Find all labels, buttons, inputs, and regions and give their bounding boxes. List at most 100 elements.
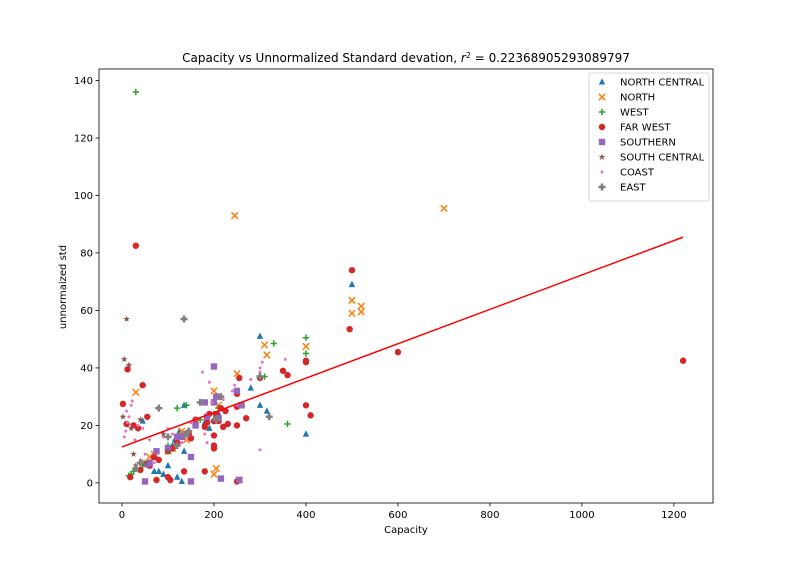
data-point [283, 357, 287, 361]
data-point [206, 424, 213, 431]
data-point [167, 476, 174, 484]
data-point [233, 387, 241, 395]
data-point [215, 415, 222, 422]
data-point [164, 447, 172, 455]
legend-marker [598, 138, 606, 146]
legend-label: NORTH [620, 93, 655, 104]
data-point [178, 477, 185, 485]
data-point [125, 361, 133, 368]
legend-marker [598, 183, 606, 191]
data-point [129, 403, 133, 407]
data-point [180, 468, 188, 475]
data-point [236, 476, 243, 484]
data-point [210, 432, 218, 439]
y-tick-label: 40 [80, 363, 93, 374]
data-point [178, 433, 185, 441]
data-point [155, 467, 162, 474]
data-point [170, 432, 175, 436]
data-point [120, 355, 128, 363]
data-point [210, 387, 218, 395]
y-axis: 0 20 40 60 80 100 120 140 [74, 76, 99, 489]
data-point [132, 242, 139, 249]
legend-label: SOUTH CENTRAL [620, 153, 705, 164]
y-tick-label: 20 [80, 421, 93, 432]
data-point [127, 473, 134, 481]
data-point [236, 374, 243, 382]
data-point [256, 373, 264, 381]
legend-marker [598, 153, 606, 160]
data-point [161, 435, 166, 439]
x-tick-label: 800 [480, 510, 499, 521]
data-point [134, 425, 142, 432]
data-point [233, 422, 241, 429]
data-point [130, 399, 134, 403]
data-point [201, 468, 208, 475]
data-point [155, 456, 162, 464]
data-point [119, 413, 127, 420]
legend-item: NORTH [598, 93, 655, 104]
legend-label: SOUTHERN [620, 138, 676, 149]
data-point [136, 459, 144, 467]
data-point [173, 441, 181, 450]
y-axis-label: unnormaized std [58, 245, 69, 329]
data-point [139, 381, 146, 389]
data-point [270, 340, 277, 347]
data-point [205, 440, 209, 445]
series-southern [141, 363, 245, 485]
data-point [679, 357, 687, 364]
data-point [394, 348, 402, 356]
data-point [180, 447, 188, 454]
regression-line [121, 236, 684, 448]
x-axis: 0 200 400 600 800 1000 1200 [119, 503, 687, 521]
data-point [258, 448, 262, 452]
data-point [137, 416, 144, 423]
legend-item: SOUTH CENTRAL [598, 153, 705, 164]
y-tick-label: 80 [80, 248, 93, 259]
data-point [260, 360, 264, 364]
data-point [203, 419, 211, 426]
data-point [230, 211, 239, 220]
legend-marker [600, 170, 604, 174]
data-point [182, 430, 190, 438]
legend-label: NORTH CENTRAL [620, 78, 705, 89]
data-point [183, 402, 190, 409]
data-point [145, 453, 154, 461]
data-point [357, 302, 365, 310]
plot-frame [98, 68, 714, 504]
data-point [173, 404, 181, 412]
data-point [155, 404, 163, 412]
data-point [153, 448, 160, 455]
data-point [256, 401, 264, 408]
data-point [127, 424, 135, 432]
data-point [187, 453, 195, 461]
data-point [144, 413, 151, 420]
legend-item: WEST [598, 108, 650, 119]
data-point [265, 413, 273, 421]
data-point [212, 464, 221, 473]
data-point [302, 350, 310, 357]
y-tick-label: 0 [87, 478, 93, 489]
data-point [152, 461, 156, 465]
data-point [210, 442, 218, 449]
data-point [217, 475, 225, 482]
data-point [201, 399, 208, 406]
data-point [173, 473, 181, 480]
data-point [302, 334, 310, 341]
data-point [210, 399, 218, 406]
legend-marker [598, 78, 606, 85]
data-point [212, 416, 220, 424]
data-point [122, 435, 126, 439]
y-tick-label: 140 [74, 76, 93, 87]
data-point [210, 470, 218, 478]
data-point [173, 433, 181, 441]
data-point [141, 459, 149, 466]
legend-item: SOUTHERN [598, 138, 676, 149]
chart-title: Capacity vs Unnormalized Standard devati… [182, 51, 630, 66]
data-point [263, 351, 271, 359]
data-point [302, 430, 310, 437]
data-point [136, 423, 140, 427]
data-point [147, 438, 152, 442]
legend-label: COAST [620, 168, 655, 179]
legend-label: WEST [620, 108, 650, 119]
data-point [133, 438, 137, 442]
